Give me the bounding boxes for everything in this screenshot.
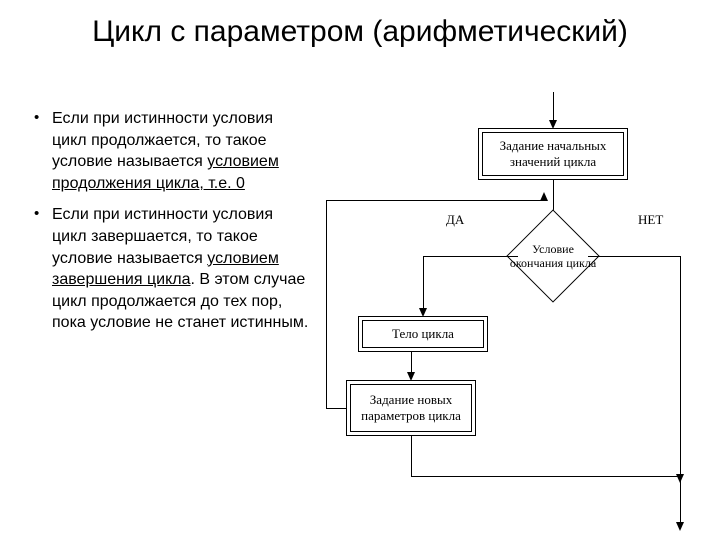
flow-edge (411, 352, 412, 374)
flow-edge (680, 256, 681, 476)
arrow-down-icon (676, 522, 684, 531)
flowchart: Задание начальных значений цикла Условие… (318, 92, 720, 532)
bullet-item: Если при истинности условия цикл продолж… (34, 108, 310, 194)
bullet-list: Если при истинности условия цикл продолж… (34, 108, 310, 344)
node-init-label: Задание начальных значений цикла (482, 132, 624, 176)
flow-edge (411, 476, 681, 477)
node-init: Задание начальных значений цикла (478, 128, 628, 180)
flow-edge (411, 436, 412, 476)
node-body: Тело цикла (358, 316, 488, 352)
bullet-item: Если при истинности условия цикл заверша… (34, 204, 310, 334)
edge-label-no: НЕТ (638, 212, 663, 228)
flow-edge (326, 200, 327, 408)
flow-edge (423, 256, 424, 310)
slide-title: Цикл с параметром (арифметический) (0, 14, 720, 50)
flow-edge (326, 200, 544, 201)
node-body-label: Тело цикла (362, 320, 484, 348)
flow-edge (588, 256, 680, 257)
flow-edge (553, 92, 554, 122)
node-condition: Условие окончания цикла (520, 223, 586, 289)
flow-edge (326, 408, 346, 409)
slide: Цикл с параметром (арифметический) Если … (0, 0, 720, 540)
node-update-label: Задание новых параметров цикла (350, 384, 472, 432)
node-condition-label: Условие окончания цикла (507, 223, 599, 289)
arrow-up-icon (540, 192, 548, 201)
node-update: Задание новых параметров цикла (346, 380, 476, 436)
edge-label-yes: ДА (446, 212, 464, 228)
flow-edge (680, 476, 681, 524)
flow-edge (423, 256, 518, 257)
